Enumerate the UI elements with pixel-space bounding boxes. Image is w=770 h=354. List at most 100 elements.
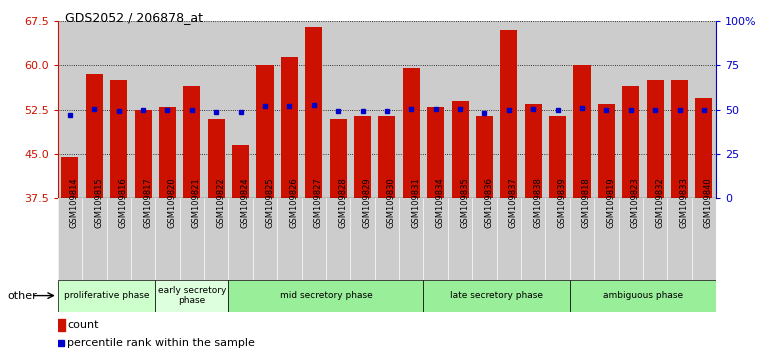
Bar [570,280,716,312]
Bar [695,98,712,198]
Text: GSM109832: GSM109832 [655,177,665,228]
Bar [58,280,156,312]
Bar [354,116,371,198]
Text: proliferative phase: proliferative phase [64,291,149,300]
Text: GSM109827: GSM109827 [314,177,323,228]
Bar [549,116,566,198]
Bar [159,107,176,198]
Bar [82,198,106,280]
Bar [399,198,424,280]
Bar [58,319,65,331]
Bar [403,68,420,198]
Bar [302,198,326,280]
Bar [256,65,273,198]
Bar [622,86,639,198]
Bar [472,198,497,280]
Text: GSM109834: GSM109834 [436,177,445,228]
Text: GSM109826: GSM109826 [290,177,299,228]
Bar [62,157,79,198]
Text: GSM109838: GSM109838 [533,177,542,228]
Bar [497,21,521,198]
Bar [277,21,302,198]
Text: ambiguous phase: ambiguous phase [603,291,683,300]
Bar [424,280,570,312]
Text: percentile rank within the sample: percentile rank within the sample [68,338,255,348]
Bar [594,21,618,198]
Text: GSM109820: GSM109820 [167,177,176,228]
Text: GSM109818: GSM109818 [582,177,591,228]
Text: GSM109824: GSM109824 [240,177,249,228]
Bar [277,198,302,280]
Bar [448,198,472,280]
Bar [643,21,668,198]
Bar [326,21,350,198]
Text: GSM109821: GSM109821 [192,177,201,228]
Text: count: count [68,320,99,330]
Bar [476,116,493,198]
Bar [647,80,664,198]
Text: GSM109835: GSM109835 [460,177,469,228]
Bar [618,198,643,280]
Text: other: other [8,291,38,301]
Text: GSM109819: GSM109819 [607,177,615,228]
Bar [232,145,249,198]
Bar [424,198,448,280]
Bar [524,104,542,198]
Text: GSM109822: GSM109822 [216,177,226,228]
Bar [229,21,253,198]
Text: GSM109839: GSM109839 [557,177,567,228]
Bar [570,198,594,280]
Bar [131,198,156,280]
Bar [350,21,375,198]
Text: GSM109831: GSM109831 [411,177,420,228]
Bar [106,21,131,198]
Bar [598,104,615,198]
Text: early secretory
phase: early secretory phase [158,286,226,305]
Bar [424,21,448,198]
Text: GSM109833: GSM109833 [679,177,688,228]
Bar [253,21,277,198]
Text: mid secretory phase: mid secretory phase [280,291,373,300]
Bar [691,198,716,280]
Bar [156,198,179,280]
Bar [691,21,716,198]
Bar [253,198,277,280]
Bar [497,198,521,280]
Text: GSM109825: GSM109825 [265,177,274,228]
Text: late secretory phase: late secretory phase [450,291,543,300]
Bar [281,57,298,198]
Bar [545,198,570,280]
Bar [204,21,229,198]
Bar [618,21,643,198]
Bar [326,198,350,280]
Text: GSM109828: GSM109828 [338,177,347,228]
Bar [545,21,570,198]
Text: GSM109814: GSM109814 [70,177,79,228]
Bar [350,198,375,280]
Bar [85,74,103,198]
Bar [106,198,131,280]
Bar [375,198,399,280]
Bar [302,21,326,198]
Text: GSM109829: GSM109829 [363,177,372,228]
Text: GSM109837: GSM109837 [509,177,518,228]
Bar [58,198,82,280]
Bar [399,21,424,198]
Bar [204,198,229,280]
Bar [110,80,127,198]
Bar [570,21,594,198]
Bar [82,21,106,198]
Text: GSM109840: GSM109840 [704,177,713,228]
Bar [179,21,204,198]
Bar [156,280,229,312]
Bar [668,21,691,198]
Text: GSM109816: GSM109816 [119,177,128,228]
Bar [521,21,545,198]
Bar [375,21,399,198]
Text: GSM109836: GSM109836 [484,177,494,228]
Bar [131,21,156,198]
Bar [668,198,691,280]
Bar [208,119,225,198]
Bar [183,86,200,198]
Bar [671,80,688,198]
